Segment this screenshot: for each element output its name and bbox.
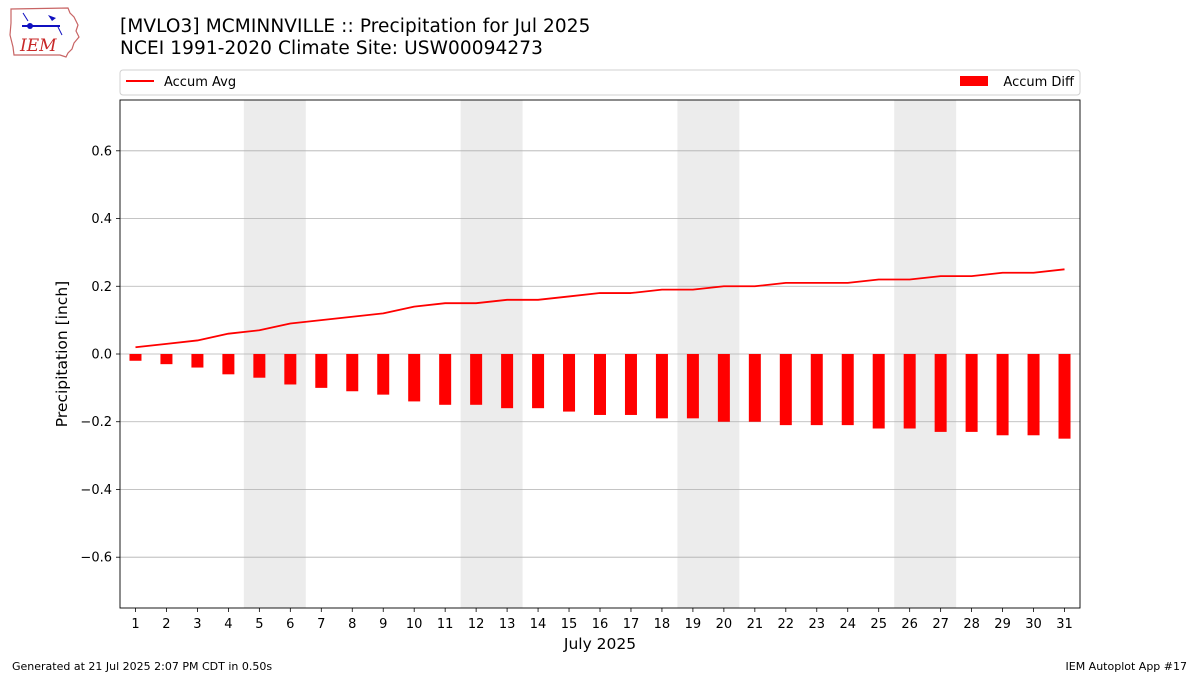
- x-tick-label: 21: [747, 617, 764, 632]
- accum-diff-bar-7: [315, 354, 328, 388]
- accum-diff-bar-1: [129, 354, 142, 361]
- generated-timestamp: Generated at 21 Jul 2025 2:07 PM CDT in …: [12, 660, 273, 673]
- x-tick-label: 13: [499, 617, 516, 632]
- legend-accum-diff-swatch: [960, 76, 988, 86]
- x-tick-label: 14: [530, 617, 547, 632]
- chart-title-line1: [MVLO3] MCMINNVILLE :: Precipitation for…: [120, 16, 591, 37]
- accum-diff-bar-21: [748, 354, 761, 422]
- accum-diff-bar-6: [284, 354, 297, 385]
- x-tick-label: 11: [437, 617, 454, 632]
- x-tick-label: 16: [592, 617, 609, 632]
- app-credit: IEM Autoplot App #17: [1065, 660, 1188, 673]
- x-tick-label: 20: [716, 617, 733, 632]
- y-tick-label: 0.4: [91, 212, 112, 227]
- accum-diff-bar-3: [191, 354, 204, 368]
- accum-diff-bar-19: [686, 354, 699, 419]
- x-tick-label: 24: [839, 617, 856, 632]
- accum-diff-bar-14: [532, 354, 545, 409]
- x-tick-label: 17: [623, 617, 640, 632]
- y-tick-label: 0.6: [91, 144, 112, 159]
- accum-diff-bar-25: [872, 354, 885, 429]
- accum-diff-bars: [129, 354, 1071, 439]
- accum-diff-bar-9: [377, 354, 390, 395]
- x-tick-label: 12: [468, 617, 485, 632]
- x-tick-label: 8: [348, 617, 356, 632]
- accum-diff-bar-20: [717, 354, 730, 422]
- y-axis-label: Precipitation [inch]: [53, 281, 71, 427]
- x-tick-label: 6: [286, 617, 294, 632]
- accum-diff-bar-30: [1027, 354, 1040, 436]
- accum-diff-bar-24: [841, 354, 854, 426]
- accum-diff-bar-2: [160, 354, 173, 365]
- x-tick-label: 26: [901, 617, 918, 632]
- accum-diff-bar-15: [563, 354, 576, 412]
- accum-diff-bar-16: [594, 354, 606, 415]
- accum-diff-bar-17: [624, 354, 637, 415]
- svg-text:IEM: IEM: [19, 36, 57, 56]
- accum-avg-line: [135, 268, 1065, 349]
- y-tick-label: 0.2: [91, 280, 112, 295]
- accum-avg-series-line: [135, 268, 1065, 349]
- accum-diff-bar-11: [439, 354, 452, 405]
- x-tick-label: 23: [809, 617, 826, 632]
- legend: Accum Avg Accum Diff: [119, 69, 1081, 96]
- accum-diff-bar-12: [470, 354, 483, 405]
- accum-diff-bar-28: [965, 354, 978, 432]
- x-tick-label: 31: [1056, 617, 1073, 632]
- x-tick-label: 7: [317, 617, 325, 632]
- x-tick-label: 15: [561, 617, 578, 632]
- x-tick-label: 25: [870, 617, 887, 632]
- accum-diff-bar-10: [408, 354, 421, 402]
- grid-lines: [120, 150, 1080, 558]
- accum-diff-bar-27: [934, 354, 947, 432]
- x-tick-label: 2: [162, 617, 170, 632]
- accum-diff-bar-8: [346, 354, 359, 392]
- x-tick-label: 22: [778, 617, 795, 632]
- x-tick-label: 18: [654, 617, 671, 632]
- x-tick-label: 4: [224, 617, 232, 632]
- accum-diff-bar-29: [996, 354, 1009, 436]
- legend-accum-avg-label: Accum Avg: [164, 75, 236, 90]
- x-tick-label: 30: [1025, 617, 1042, 632]
- accum-diff-bar-22: [779, 354, 792, 426]
- x-axis-label: July 2025: [563, 635, 636, 653]
- accum-diff-bar-31: [1058, 354, 1071, 439]
- x-tick-label: 3: [193, 617, 201, 632]
- iem-logo: IEM: [8, 5, 82, 63]
- x-tick-label: 19: [685, 617, 702, 632]
- y-tick-label: −0.2: [80, 415, 112, 430]
- x-axis-ticks: 1 2 3 4 5 6 7 8 9 10 11 12 13 14 15 16 17 18 19 20 21 22 23 24 2…: [131, 608, 1073, 632]
- chart-title: [MVLO3] MCMINNVILLE :: Precipitation for…: [120, 16, 591, 60]
- x-tick-label: 27: [932, 617, 949, 632]
- chart-title-line2: NCEI 1991-2020 Climate Site: USW00094273: [120, 38, 543, 59]
- y-tick-label: 0.0: [91, 348, 112, 363]
- iowa-state-outline-logo-icon: IEM: [9, 7, 80, 58]
- accum-diff-bar-26: [903, 354, 916, 429]
- x-tick-label: 28: [963, 617, 980, 632]
- x-tick-label: 9: [379, 617, 387, 632]
- accum-diff-bar-23: [810, 354, 823, 426]
- legend-accum-diff-label: Accum Diff: [1003, 75, 1075, 90]
- y-tick-label: −0.4: [80, 483, 112, 498]
- y-tick-label: −0.6: [80, 551, 112, 566]
- accum-diff-bar-13: [501, 354, 514, 409]
- x-tick-label: 10: [406, 617, 423, 632]
- accum-diff-bar-5: [253, 354, 266, 378]
- x-tick-label: 1: [131, 617, 139, 632]
- y-axis-ticks: −0.6 −0.4 −0.2 0.0 0.2 0.4 0.6: [80, 144, 120, 566]
- accum-diff-bar-4: [222, 354, 235, 375]
- accum-diff-bar-18: [655, 354, 668, 419]
- x-tick-label: 5: [255, 617, 263, 632]
- x-tick-label: 29: [994, 617, 1011, 632]
